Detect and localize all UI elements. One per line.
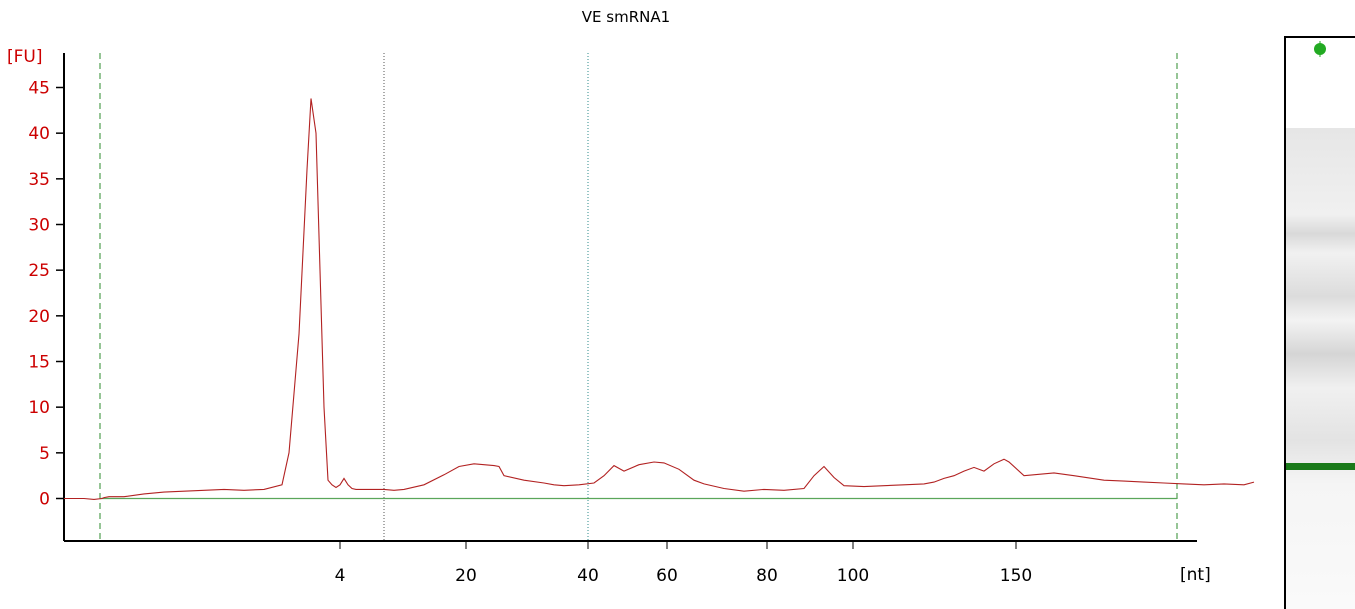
series-line-trace bbox=[64, 98, 1255, 500]
y-tick-label: 20 bbox=[28, 307, 50, 327]
y-tick-label: 45 bbox=[28, 79, 50, 99]
x-tick-label: 60 bbox=[656, 566, 678, 586]
gel-marker-band bbox=[1286, 463, 1355, 470]
y-tick-label: 10 bbox=[28, 398, 50, 418]
x-tick-label: 80 bbox=[756, 566, 778, 586]
x-tick-label: 40 bbox=[577, 566, 599, 586]
y-tick-label: 25 bbox=[28, 261, 50, 281]
chart-title: VE smRNA1 bbox=[582, 8, 670, 26]
x-tick-label: 4 bbox=[335, 566, 346, 586]
y-tick-label: 35 bbox=[28, 170, 50, 190]
y-tick-group: 0 5 10 15 20 25 30 35 40 45 bbox=[28, 79, 64, 510]
x-tick-label: 20 bbox=[455, 566, 477, 586]
y-tick-label: 15 bbox=[28, 353, 50, 373]
x-tick-label: 150 bbox=[1000, 566, 1032, 586]
gel-lane bbox=[1286, 128, 1355, 609]
gel-image-panel bbox=[1284, 36, 1355, 609]
x-tick-group: 4 20 40 60 80 100 150 bbox=[335, 541, 1032, 586]
y-tick-label: 30 bbox=[28, 216, 50, 236]
x-axis-unit-label: [nt] bbox=[1180, 565, 1211, 585]
y-tick-label: 5 bbox=[39, 444, 50, 464]
y-tick-label: 0 bbox=[39, 490, 50, 510]
x-tick-label: 100 bbox=[837, 566, 869, 586]
y-tick-label: 40 bbox=[28, 124, 50, 144]
y-axis-unit-label: [FU] bbox=[7, 47, 43, 67]
